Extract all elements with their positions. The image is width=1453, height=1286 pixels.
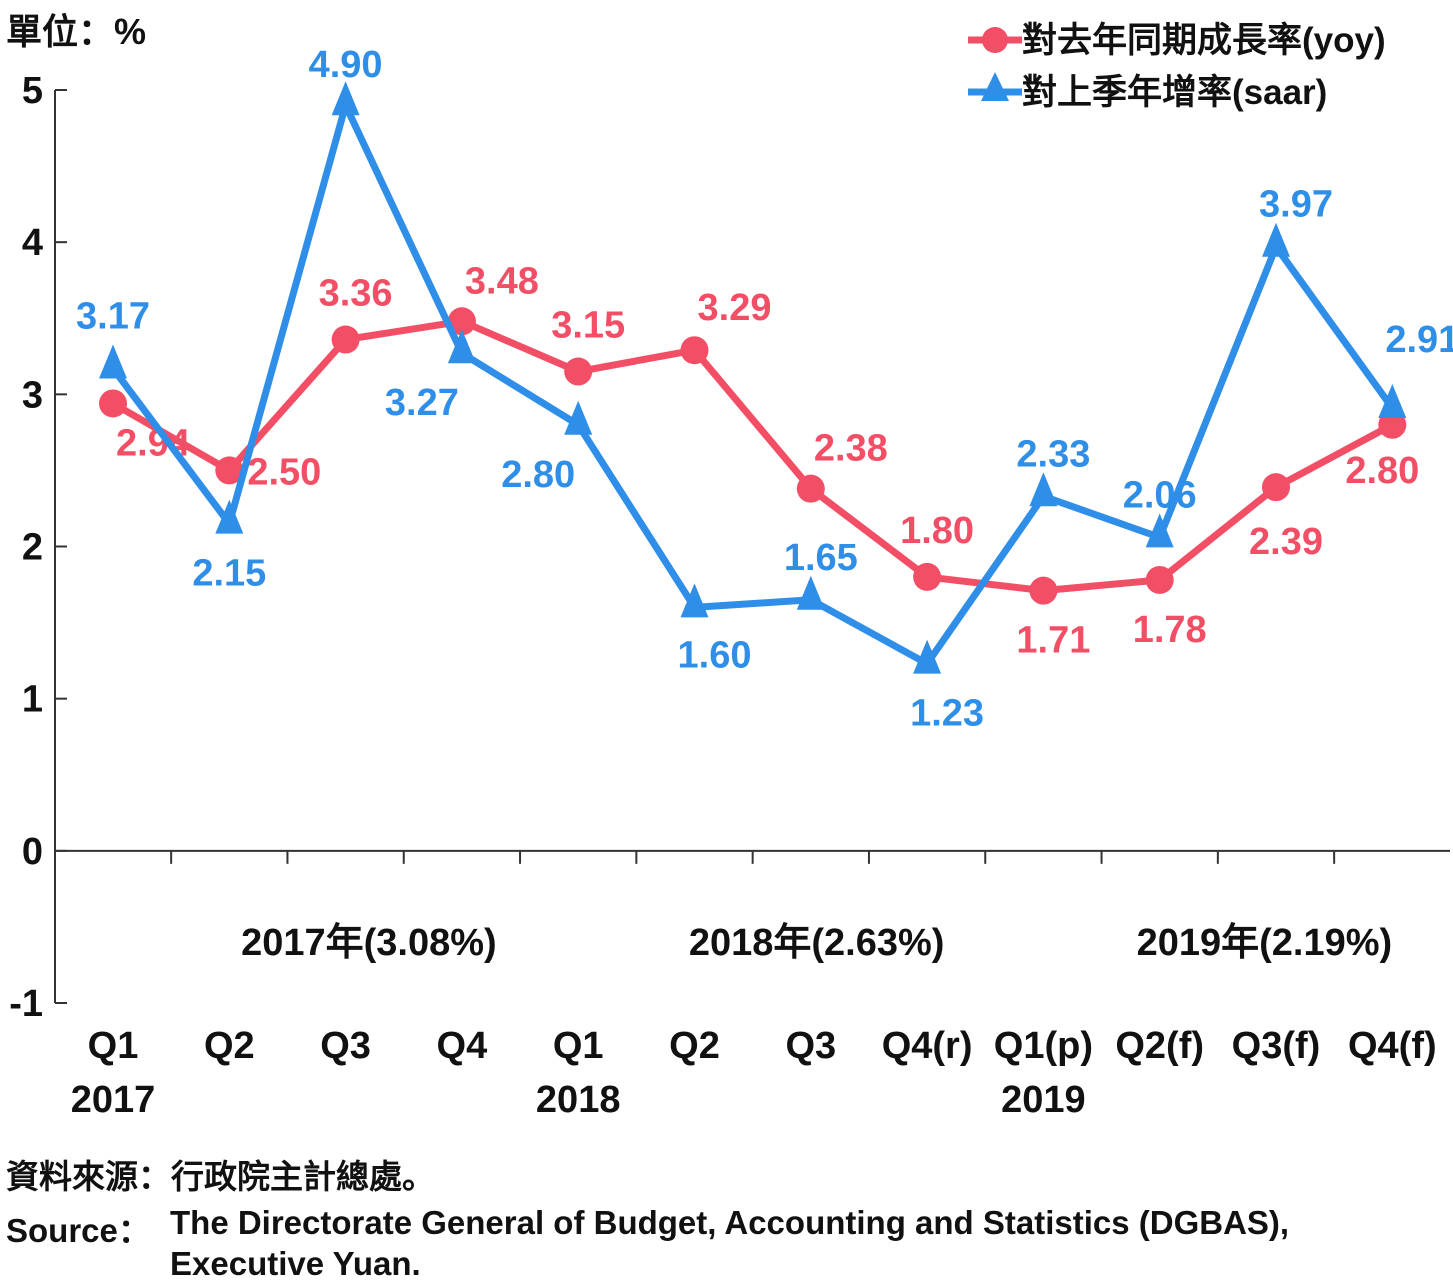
source-en-label: Source： bbox=[6, 1212, 151, 1249]
annual-growth-label: 2018年(2.63%) bbox=[689, 922, 945, 964]
y-tick-label: 0 bbox=[22, 831, 43, 873]
axes: -1 0 1 2 3 4 5 Q1 Q2 Q3 Q4 Q1 Q2 Q3 Q4(r) Q1(p) Q2(f) Q3(… bbox=[9, 70, 1450, 1121]
data-label: 2.06 bbox=[1123, 474, 1197, 516]
data-point-marker bbox=[680, 583, 709, 618]
data-label: 2.50 bbox=[247, 451, 321, 493]
x-tick-label: Q3(f) bbox=[1232, 1025, 1321, 1067]
data-point-marker bbox=[913, 639, 942, 674]
legend-label: 對去年同期成長率(yoy) bbox=[1022, 21, 1386, 60]
x-tick-label: Q1 bbox=[553, 1025, 604, 1067]
data-label: 2.80 bbox=[501, 454, 575, 496]
x-tick-label: Q3 bbox=[785, 1025, 836, 1067]
data-point-marker bbox=[1262, 222, 1290, 257]
data-point-marker bbox=[1145, 565, 1174, 594]
series-line bbox=[111, 317, 1394, 595]
legend-marker bbox=[981, 72, 1009, 101]
data-point-marker bbox=[99, 344, 127, 379]
x-tick-label: Q4 bbox=[437, 1025, 488, 1067]
y-tick-label: 2 bbox=[22, 527, 43, 569]
data-label: 3.27 bbox=[385, 382, 459, 424]
x-tick-label: Q2(f) bbox=[1115, 1025, 1204, 1067]
data-point-marker bbox=[99, 389, 127, 418]
x-tick-label: Q4(r) bbox=[882, 1025, 973, 1067]
data-point-marker bbox=[680, 336, 709, 365]
data-point-marker bbox=[1378, 384, 1407, 419]
data-label: 1.80 bbox=[900, 510, 974, 552]
data-label: 2.91 bbox=[1385, 319, 1453, 361]
data-point-marker bbox=[331, 81, 360, 116]
data-label: 1.71 bbox=[1016, 620, 1090, 662]
series-saar: 3.17 2.15 4.90 3.27 2.80 1.60 1.65 1.23 2.33 2.06… bbox=[76, 44, 1453, 734]
series-layer: 2.942.503.36 3.483.15 3.292.381.801.71 1.78… bbox=[76, 44, 1453, 734]
data-point-marker bbox=[913, 562, 942, 591]
data-label: 2.33 bbox=[1016, 433, 1090, 475]
data-label: 3.29 bbox=[698, 287, 772, 329]
y-tick-label: 3 bbox=[22, 374, 43, 416]
data-label: 3.17 bbox=[76, 295, 150, 337]
data-point-marker bbox=[1029, 576, 1058, 605]
x-tick-label: Q3 bbox=[320, 1025, 371, 1067]
data-label: 2.15 bbox=[192, 553, 266, 595]
annual-growth-label: 2019年(2.19%) bbox=[1137, 922, 1393, 964]
data-point-marker bbox=[331, 325, 360, 354]
data-point-marker bbox=[564, 357, 593, 386]
data-point-marker bbox=[1145, 513, 1174, 548]
data-point-marker bbox=[1262, 473, 1290, 502]
data-label: 1.60 bbox=[678, 634, 752, 676]
x-tick-label: Q1(p) bbox=[994, 1025, 1093, 1067]
data-label: 3.36 bbox=[319, 273, 393, 315]
x-tick-label: Q2 bbox=[669, 1025, 720, 1067]
data-point-marker bbox=[564, 400, 593, 435]
y-tick-label: -1 bbox=[9, 983, 43, 1025]
unit-label: 單位：% bbox=[6, 11, 146, 52]
data-label: 1.23 bbox=[910, 693, 984, 735]
data-label: 3.15 bbox=[551, 305, 625, 347]
series-line bbox=[110, 101, 1396, 668]
data-label: 1.78 bbox=[1133, 609, 1207, 651]
x-tick-label: Q4(f) bbox=[1348, 1025, 1437, 1067]
data-point-marker bbox=[796, 474, 825, 503]
legend-label: 對上季年增率(saar) bbox=[1022, 73, 1327, 112]
series-yoy: 2.942.503.36 3.483.15 3.292.381.801.71 1.78… bbox=[99, 260, 1419, 662]
data-point-marker bbox=[1029, 472, 1058, 507]
legend: 對去年同期成長率(yoy) 對上季年增率(saar) bbox=[968, 21, 1386, 112]
y-tick-label: 1 bbox=[22, 679, 43, 721]
data-point-marker bbox=[447, 307, 476, 336]
annual-growth-label: 2017年(3.08%) bbox=[241, 922, 497, 964]
data-label: 1.65 bbox=[784, 537, 858, 579]
data-point-marker bbox=[215, 456, 244, 485]
x-tick-label: Q2 bbox=[204, 1025, 255, 1067]
data-point-marker bbox=[796, 575, 825, 610]
y-tick-label: 5 bbox=[22, 70, 43, 112]
source-en-line1: The Directorate General of Budget, Accou… bbox=[170, 1204, 1290, 1241]
source-zh: 資料來源：行政院主計總處。 bbox=[6, 1158, 435, 1195]
data-label: 2.80 bbox=[1345, 450, 1419, 492]
data-point-marker bbox=[215, 499, 244, 534]
line-chart: 單位：% -1 0 1 2 3 4 5 Q1 Q2 Q3 Q4 Q1 Q2 Q3 Q4(r) Q1(p) Q2(… bbox=[6, 11, 1453, 1121]
legend-marker bbox=[982, 27, 1008, 53]
data-point-marker bbox=[447, 329, 476, 364]
x-year-label: 2019 bbox=[1001, 1079, 1086, 1121]
y-tick-label: 4 bbox=[22, 222, 43, 264]
data-label: 2.38 bbox=[814, 428, 888, 470]
data-label: 3.97 bbox=[1259, 184, 1333, 226]
x-tick-label: Q1 bbox=[88, 1025, 139, 1067]
x-year-label: 2017 bbox=[71, 1079, 156, 1121]
source-en-line2: Executive Yuan. bbox=[170, 1245, 421, 1282]
data-label: 3.48 bbox=[465, 260, 539, 302]
x-year-label: 2018 bbox=[536, 1079, 621, 1121]
data-label: 2.39 bbox=[1249, 521, 1323, 563]
data-label: 4.90 bbox=[309, 44, 383, 86]
